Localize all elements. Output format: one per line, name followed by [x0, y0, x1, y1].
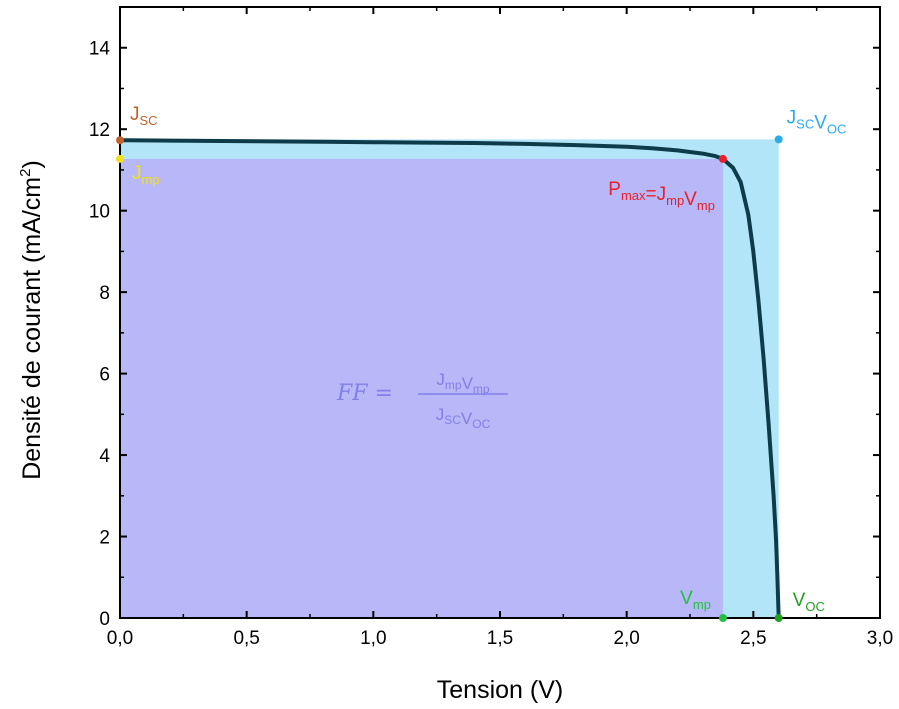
y-tick-label: 12	[89, 120, 110, 141]
jmp-vmp-region	[120, 158, 723, 618]
jsc-voc-label-sub: OC	[827, 121, 847, 136]
ff-denominator-main: V	[461, 409, 473, 428]
ff-numerator: JmpVmp	[436, 370, 490, 396]
y-tick-label: 2	[99, 528, 110, 549]
y-tick-label: 0	[99, 609, 110, 630]
y-tick-label: 10	[89, 202, 110, 223]
ff-denominator-main: J	[436, 405, 445, 424]
pmax-label-main: =J	[646, 184, 667, 205]
ff-numerator-sub: mp	[473, 382, 490, 396]
x-tick-label: 0,0	[107, 628, 133, 649]
y-axis-title-tail: )	[18, 160, 46, 168]
jmp-label-main: J	[132, 163, 142, 184]
y-tick-label: 14	[89, 39, 111, 60]
y-axis-title-sup: 2	[17, 169, 34, 177]
voc-label: VOC	[793, 590, 825, 614]
jmp-label-sub: mp	[142, 172, 160, 187]
regions-layer	[120, 139, 779, 618]
x-tick-label: 2,5	[740, 628, 766, 649]
y-tick-label: 4	[99, 446, 110, 467]
jmp-point	[116, 154, 124, 163]
vmp-label-main: V	[680, 588, 693, 609]
vmp-label-sub: mp	[693, 597, 711, 612]
vmp-point	[718, 614, 727, 622]
points-layer	[116, 135, 783, 622]
x-tick-label: 3,0	[867, 628, 893, 649]
ff-formula-lhs: FF =	[336, 381, 393, 406]
jmp-label: Jmp	[132, 163, 160, 187]
jsc-label: JSC	[130, 104, 158, 128]
voc-point	[774, 614, 783, 622]
pmax-label-sub: mp	[666, 193, 684, 208]
curve-layer	[119, 138, 781, 619]
jsc-label-main: J	[130, 104, 140, 125]
x-tick-label: 2,0	[613, 628, 639, 649]
voc-label-main: V	[793, 590, 806, 611]
ff-denominator-sub: SC	[444, 413, 461, 427]
x-axis-title: Tension (V)	[437, 676, 563, 704]
iv-curve-line	[119, 138, 781, 619]
pmax-point	[718, 154, 727, 163]
vmp-label: Vmp	[680, 588, 711, 612]
pmax-label-sub: mp	[697, 198, 715, 213]
jsc-voc-label: JSCVOC	[787, 107, 847, 136]
jsc-label-sub: SC	[140, 113, 158, 128]
pmax-label-main: P	[608, 179, 621, 200]
axes-layer: 0,0 0,5 1,0 1,5 2,0 2,5 3,0 0 2 4 6 8 10 12 14	[89, 6, 893, 649]
y-axis-title-main: Densité de courant (mA/cm	[18, 177, 46, 480]
jsc-voc-label-sub: SC	[796, 116, 814, 131]
ff-denominator-sub: OC	[472, 417, 490, 431]
ff-denominator: JSCVOC	[436, 405, 491, 431]
voc-label-sub: OC	[805, 599, 825, 614]
ff-numerator-main: V	[462, 374, 474, 393]
pmax-label-main: V	[684, 189, 697, 210]
ff-numerator-main: J	[436, 370, 445, 389]
y-tick-label: 6	[99, 365, 110, 386]
jsc-voc-label-main: V	[814, 112, 827, 133]
jsc-voc-point	[774, 135, 783, 144]
jsc-point	[116, 136, 124, 145]
y-axis-title: Densité de courant (mA/cm2)	[17, 160, 46, 480]
pmax-label-sub: max	[621, 188, 646, 203]
pmax-label: Pmax=JmpVmp	[608, 179, 715, 213]
y-tick-label: 8	[99, 283, 110, 304]
ff-numerator-sub: mp	[445, 378, 462, 392]
x-tick-label: 0,5	[233, 628, 259, 649]
x-tick-label: 1,5	[487, 628, 513, 649]
jsc-voc-label-main: J	[787, 107, 797, 128]
x-tick-label: 1,0	[360, 628, 386, 649]
